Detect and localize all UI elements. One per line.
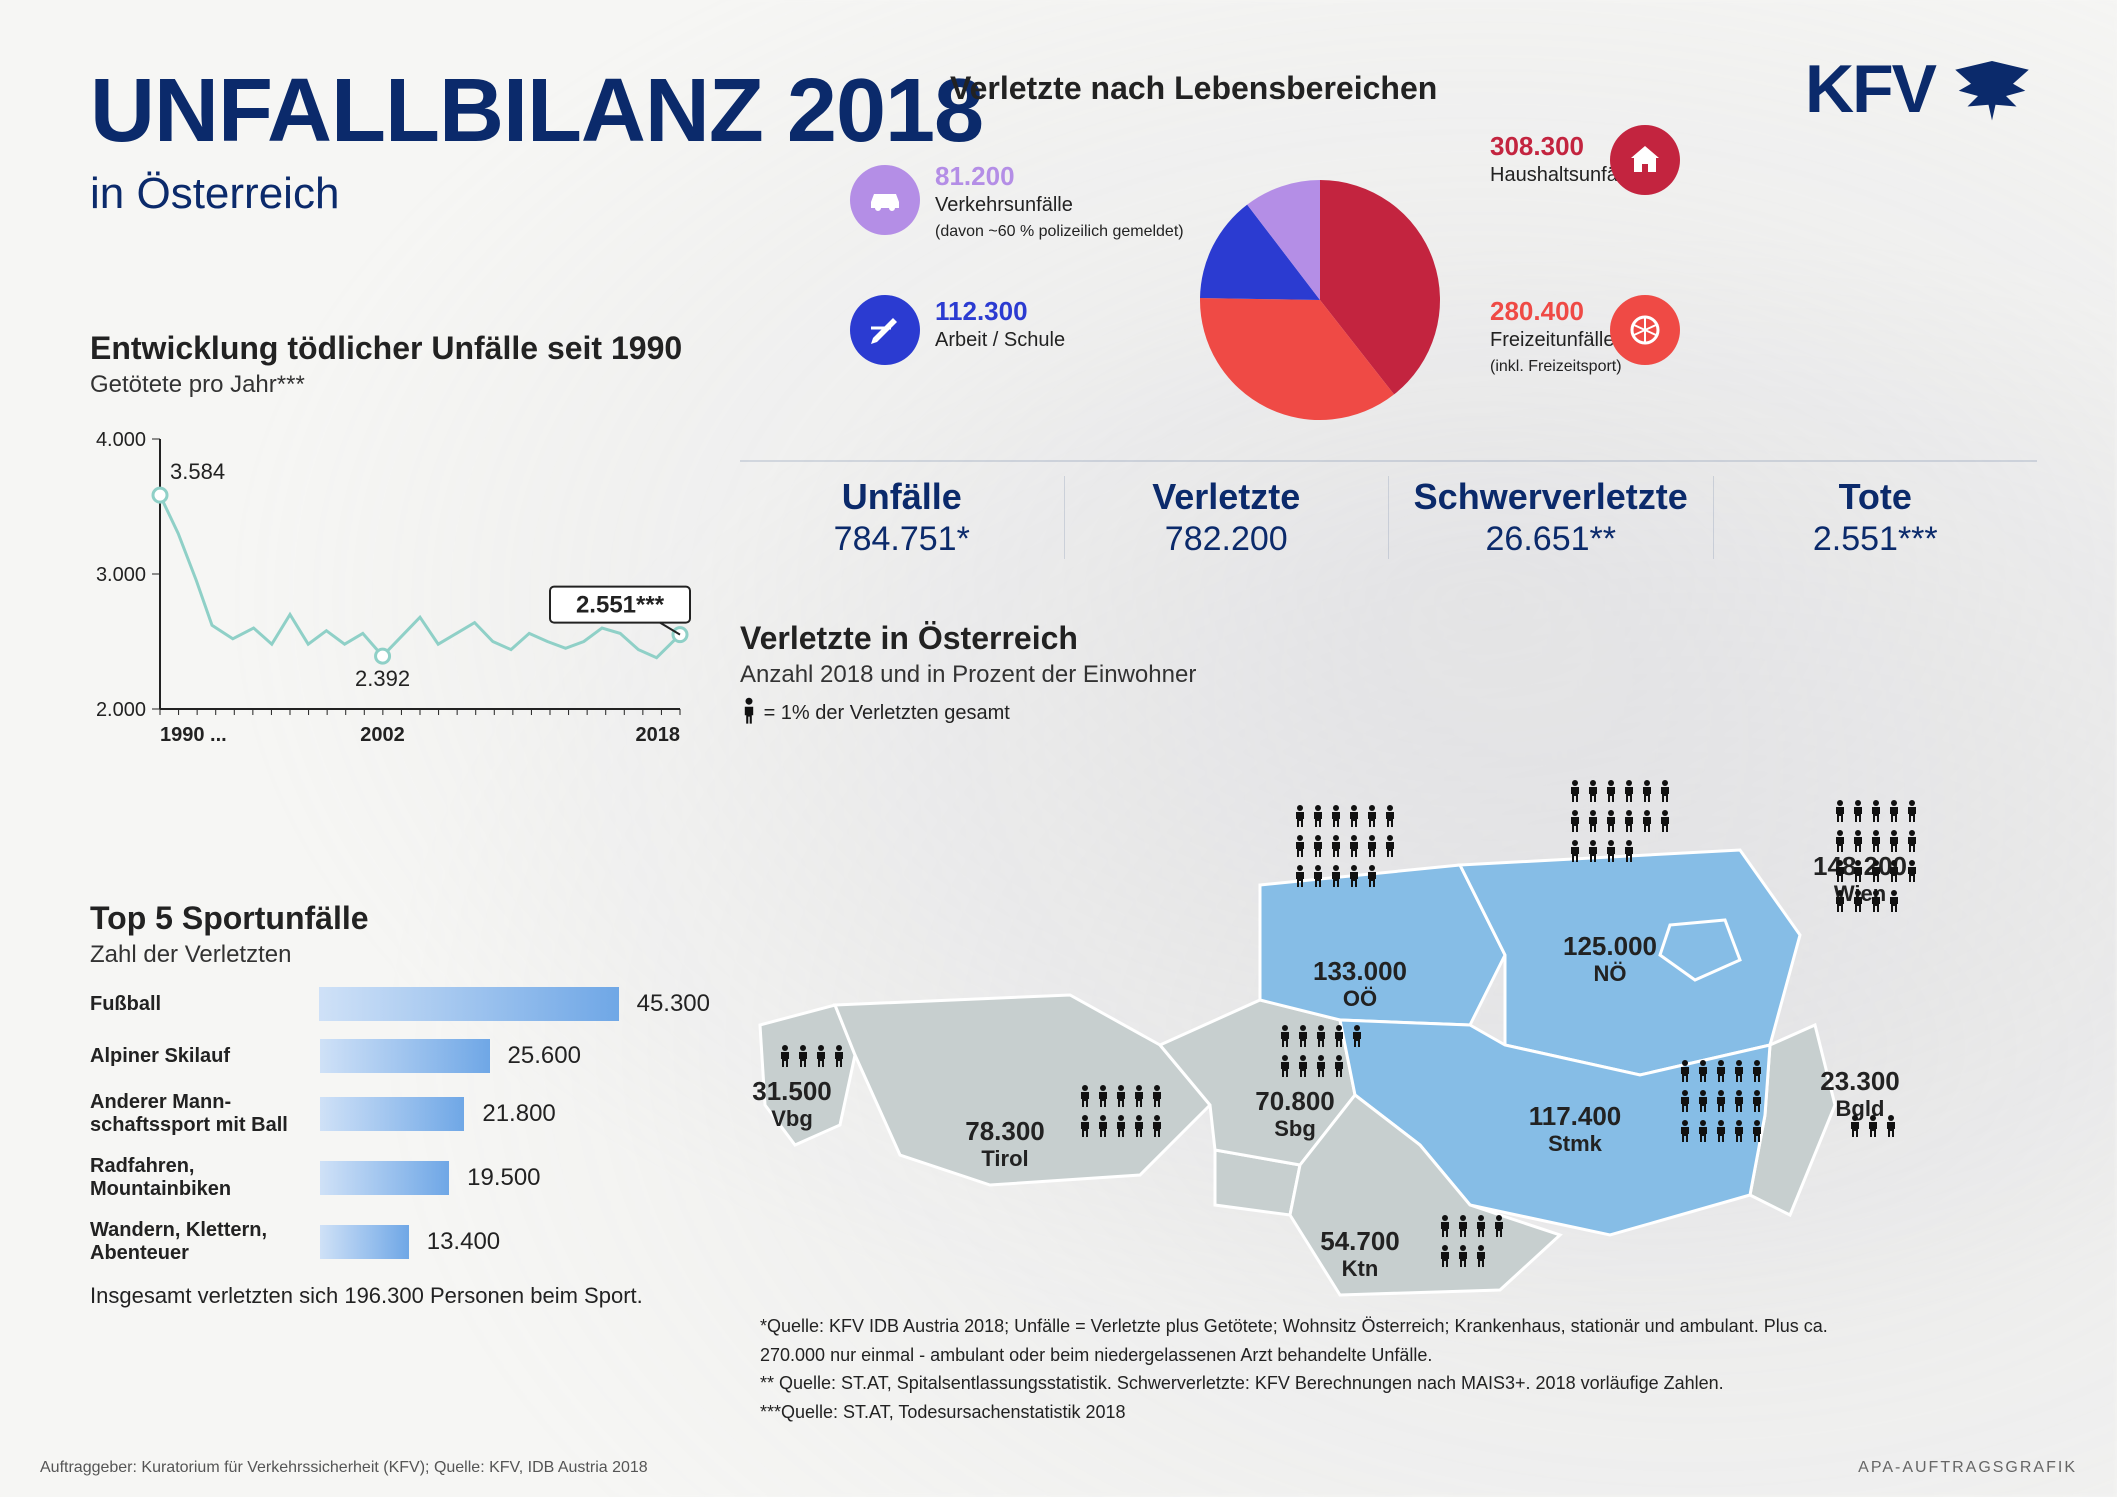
footnote: *Quelle: KFV IDB Austria 2018; Unfälle =… [760,1312,1857,1370]
svg-text:NÖ: NÖ [1594,961,1627,986]
svg-text:3.584: 3.584 [170,459,225,484]
map-subtitle: Anzahl 2018 und in Prozent der Einwohner [740,661,2040,689]
bar-fill [320,1097,464,1131]
svg-text:Ktn: Ktn [1342,1256,1379,1281]
svg-text:1990 ...: 1990 ... [160,724,227,746]
eagle-icon [1947,54,2037,124]
linechart-title: Entwicklung tödlicher Unfälle seit 1990 [90,330,710,367]
svg-text:Sbg: Sbg [1274,1116,1316,1141]
bar-label: Wandern, Klettern,Abenteuer [90,1219,320,1265]
pie-title: Verletzte nach Lebensbereichen [950,70,1930,107]
svg-text:OÖ: OÖ [1343,986,1377,1011]
bar-label: Anderer Mann-schaftssport mit Ball [90,1091,320,1137]
bar-row: Anderer Mann-schaftssport mit Ball 21.800 [90,1091,710,1137]
pie-label: 112.300Arbeit / Schule [935,295,1065,353]
bar-label: Radfahren,Mountainbiken [90,1155,320,1201]
map-title: Verletzte in Österreich [740,620,2040,657]
bar-fill [319,987,619,1021]
bar-track: 25.600 [320,1039,710,1073]
stat-item: Unfälle784.751* [740,476,1064,559]
footnote: ***Quelle: ST.AT, Todesursachenstatistik… [760,1398,1857,1427]
pencil-icon [850,295,920,365]
bar-fill [320,1225,409,1259]
map-legend: = 1% der Verletzten gesamt [740,697,2040,725]
pie-chart-svg [1170,140,1470,440]
bars-total: Insgesamt verletzten sich 196.300 Person… [90,1283,710,1309]
pie-label: 81.200Verkehrsunfälle(davon ~60 % polize… [935,160,1184,243]
bar-label: Alpiner Skilauf [90,1045,320,1068]
svg-text:2002: 2002 [360,724,405,746]
bar-label: Fußball [90,993,319,1016]
stat-item: Tote2.551*** [1713,476,2038,559]
svg-text:Vbg: Vbg [771,1106,813,1131]
svg-text:23.300: 23.300 [1820,1066,1900,1096]
svg-text:Bgld: Bgld [1836,1096,1885,1121]
bar-row: Wandern, Klettern,Abenteuer 13.400 [90,1219,710,1265]
bar-track: 45.300 [319,987,710,1021]
stat-item: Schwerverletzte26.651** [1388,476,1713,559]
pie-area: Verletzte nach Lebensbereichen 308.300Ha… [830,70,1930,450]
bar-row: Fußball 45.300 [90,987,710,1021]
svg-text:2.551***: 2.551*** [576,592,665,619]
linechart-subtitle: Getötete pro Jahr*** [90,371,710,399]
austria-map-svg: 31.500Vbg 78.300Tirol 70.800Sbg 133.000OÖ 12… [740,735,2020,1355]
svg-text:4.000: 4.000 [96,429,146,451]
svg-text:Stmk: Stmk [1548,1131,1603,1156]
stats-row: Unfälle784.751*Verletzte782.200Schwerver… [740,460,2037,559]
svg-text:125.000: 125.000 [1563,931,1657,961]
footnotes: *Quelle: KFV IDB Austria 2018; Unfälle =… [760,1312,1857,1427]
bar-track: 13.400 [320,1225,710,1259]
line-chart: Entwicklung tödlicher Unfälle seit 1990 … [90,330,710,784]
pie-label: 280.400Freizeitunfälle(inkl. Freizeitspo… [1490,295,1622,378]
svg-text:2.000: 2.000 [96,699,146,721]
svg-text:54.700: 54.700 [1320,1226,1400,1256]
svg-text:117.400: 117.400 [1529,1101,1622,1131]
bar-row: Radfahren,Mountainbiken 19.500 [90,1155,710,1201]
map-legend-text: = 1% der Verletzten gesamt [764,702,1010,724]
bar-value: 19.500 [467,1164,540,1192]
svg-text:3.000: 3.000 [96,564,146,586]
page: KFV UNFALLBILANZ 2018 in Österreich Entw… [0,0,2117,1497]
ball-icon [1610,295,1680,365]
credit-right: APA-AUFTRAGSGRAFIK [1858,1459,2077,1477]
line-chart-svg: 2.000 3.000 4.000 1990 ... 2002 2018 3.584 2.39… [90,399,710,779]
bars-subtitle: Zahl der Verletzten [90,941,710,969]
bar-track: 21.800 [320,1097,710,1131]
credit-left: Auftraggeber: Kuratorium für Verkehrssic… [40,1459,648,1477]
person-icon [740,697,758,725]
bar-row: Alpiner Skilauf 25.600 [90,1039,710,1073]
bar-track: 19.500 [320,1161,710,1195]
svg-text:133.000: 133.000 [1313,956,1407,986]
stat-item: Verletzte782.200 [1064,476,1389,559]
bar-rows: Fußball 45.300 Alpiner Skilauf 25.600 Andere… [90,987,710,1265]
svg-text:Tirol: Tirol [981,1146,1028,1171]
footnote: ** Quelle: ST.AT, Spitalsentlassungsstat… [760,1369,1857,1398]
svg-text:78.300: 78.300 [965,1116,1045,1146]
bar-value: 45.300 [637,990,710,1018]
map-area: Verletzte in Österreich Anzahl 2018 und … [740,620,2040,1360]
bar-fill [320,1039,490,1073]
svg-text:70.800: 70.800 [1255,1086,1335,1116]
bar-value: 25.600 [508,1042,581,1070]
bars-title: Top 5 Sportunfälle [90,900,710,937]
bar-value: 21.800 [482,1100,555,1128]
bar-chart: Top 5 Sportunfälle Zahl der Verletzten F… [90,900,710,1309]
home-icon [1610,125,1680,195]
car-icon [850,165,920,235]
svg-text:2.392: 2.392 [355,666,410,691]
svg-text:31.500: 31.500 [752,1076,832,1106]
svg-text:2018: 2018 [636,724,681,746]
bar-value: 13.400 [427,1228,500,1256]
bar-fill [320,1161,449,1195]
